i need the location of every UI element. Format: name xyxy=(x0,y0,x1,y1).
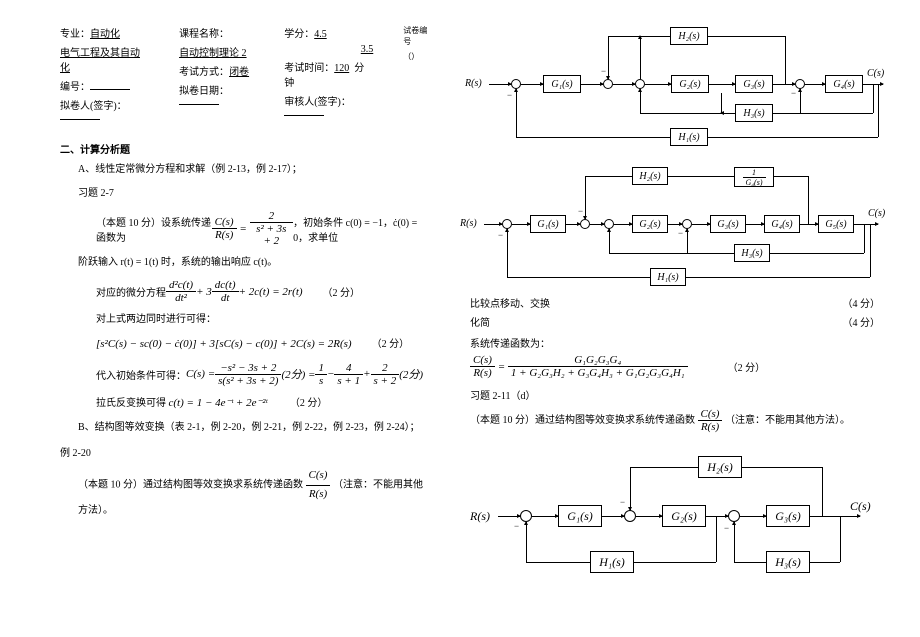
exam-time-label: 考试时间： xyxy=(284,63,334,74)
init-cond: ，初始条件 c(0) = −1，ċ(0) = 0，求单位 xyxy=(293,214,430,244)
ex-2-20: 例 2-20 xyxy=(60,444,430,459)
tf-label: 系统传递函数为： xyxy=(450,335,900,350)
simplify-label: 化简 xyxy=(470,314,490,329)
section-title: 二、计算分析题 xyxy=(60,141,430,156)
block-diagram-3: R(s) − G₁(s) − G₂(s) G₃(s) C(s) H₂(s) H₁ xyxy=(470,451,880,581)
maker-label: 拟卷人 xyxy=(60,101,90,112)
make-date-label: 拟卷日期： xyxy=(179,86,229,97)
exam-mode-label: 考试方式： xyxy=(179,67,229,78)
block-diagram-2: R(s) G₁(s) − G₂(s) − G₃(s) G₄(s) G₅(s) C… xyxy=(460,160,890,285)
course-label: 课程名称： xyxy=(179,25,254,40)
exam-mode-value: 闭卷 xyxy=(229,67,249,78)
major-value: 自动化 xyxy=(90,29,120,40)
major-line2: 电气工程及其自动化 xyxy=(60,44,149,74)
part-b-title: B、结构图等效变换（表 2-1，例 2-20，例 2-21，例 2-22，例 2… xyxy=(78,420,430,436)
step-input: 阶跃输入 r(t) = 1(t) 时，系统的输出响应 c(t)。 xyxy=(78,255,430,271)
part-a-title: A、线性定常微分方程和求解（例 2-13，例 2-17）； xyxy=(78,162,430,178)
laplace-label: 对上式两边同时进行可得： xyxy=(96,312,430,328)
major-label: 专业： xyxy=(60,29,90,40)
tf-rhs: 2s² + 3s + 2 xyxy=(250,210,294,247)
diffeq-label: 对应的微分方程 xyxy=(96,284,166,299)
tf-lhs: C(s)R(s) xyxy=(212,216,237,241)
q10c-tail: （注意：不能用其他方法）。 xyxy=(725,415,850,426)
inv-label: 拉氏反变换可得 xyxy=(96,398,166,409)
inv-eq: c(t) = 1 − 4e⁻ᵗ + 2e⁻²ᵗ xyxy=(169,397,268,409)
q10c-text: （本题 10 分）通过结构图等效变换求系统传递函数 xyxy=(470,415,695,426)
sign-suffix: (签字)： xyxy=(90,101,127,112)
move-label: 比较点移动、交换 xyxy=(470,295,550,310)
q10b-text: （本题 10 分）通过结构图等效变换求系统传递函数 xyxy=(78,480,303,491)
course-value: 自动控制理论 2 xyxy=(179,44,254,59)
ex-2-11d: 习题 2-11（d） xyxy=(450,387,900,402)
credit-value2: 3.5 xyxy=(361,44,374,55)
badge-label: 试卷编号 xyxy=(403,25,430,47)
q10-text: （本题 10 分）设系统传递函数为 xyxy=(96,214,212,244)
credit-value: 4.5 xyxy=(314,29,327,40)
sub-label: 代入初始条件可得： xyxy=(96,367,186,382)
badge-paren: （） xyxy=(403,51,430,62)
exam-header: 专业：自动化 电气工程及其自动化 编号： 拟卷人(签字)： 课程名称： 自动控制… xyxy=(60,25,430,123)
ex-2-7: 习题 2-7 xyxy=(78,186,430,202)
block-diagram-1: R(s) G₁(s) − G₂(s) G₃(s) − G₄(s) C(s) xyxy=(465,20,885,145)
reviewer-label: 审核人 xyxy=(284,97,314,108)
exam-time-value: 120 xyxy=(334,63,349,74)
credit-label: 学分： xyxy=(284,29,314,40)
laplace-eq: [s²C(s) − sc(0) − ċ(0)] + 3[sC(s) − c(0)… xyxy=(96,338,352,350)
pts-2: （2 分） xyxy=(323,284,361,299)
pts-4: （4 分） xyxy=(843,295,881,310)
serial-label: 编号： xyxy=(60,82,90,93)
